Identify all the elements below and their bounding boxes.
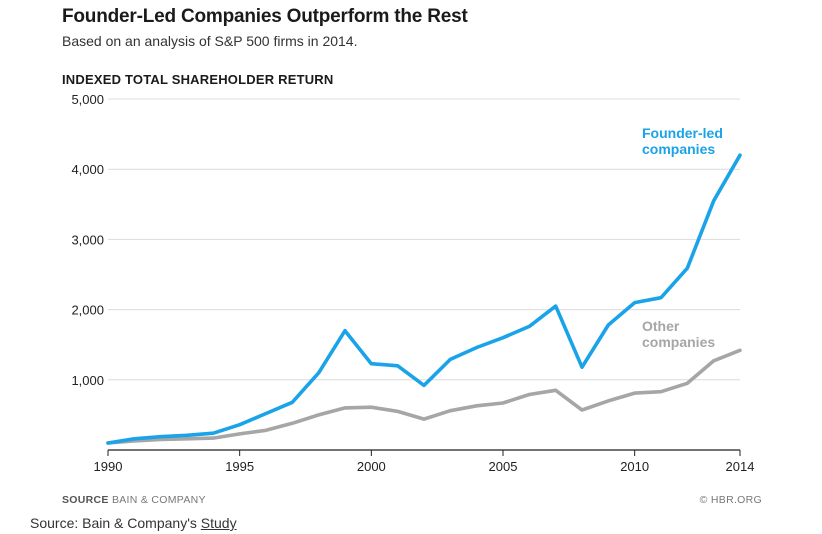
series-label-line: companies (642, 141, 715, 157)
x-tick-label: 2005 (489, 459, 518, 474)
series-label-other-companies: Other companies (642, 318, 715, 350)
y-tick-label: 3,000 (71, 232, 104, 247)
series-label-line: companies (642, 334, 715, 350)
source-value: BAIN & COMPANY (111, 494, 206, 506)
series-line-founder-led-companies (106, 153, 742, 445)
x-tick-label: 1990 (94, 459, 123, 474)
series-line-other-companies (106, 348, 742, 445)
x-tick-label: 2000 (357, 459, 386, 474)
series-label-line: Founder-led (642, 125, 723, 141)
series-label-founder-led-companies: Founder-led companies (642, 125, 723, 157)
chart-title: Founder-Led Companies Outperform the Res… (62, 6, 468, 27)
image-caption: Source: Bain & Company's Study (30, 515, 237, 531)
y-tick-label: 1,000 (71, 373, 104, 388)
y-tick-label: 2,000 (71, 303, 104, 318)
y-tick-label: 5,000 (71, 92, 104, 107)
y-tick-label: 4,000 (71, 162, 104, 177)
x-tick-label: 2014 (726, 459, 755, 474)
caption-text: Source: Bain & Company's (30, 515, 201, 531)
copyright-note: © HBR.ORG (699, 494, 762, 506)
chart-subtitle: Based on an analysis of S&P 500 firms in… (62, 33, 358, 49)
x-tick-label: 2010 (620, 459, 649, 474)
y-axis-title: INDEXED TOTAL SHAREHOLDER RETURN (62, 72, 334, 87)
source-label: SOURCE (62, 494, 109, 506)
study-link[interactable]: Study (200, 515, 237, 531)
source-note: SOURCE BAIN & COMPANY (62, 494, 206, 506)
series-label-line: Other (642, 318, 680, 334)
x-tick-label: 1995 (225, 459, 254, 474)
